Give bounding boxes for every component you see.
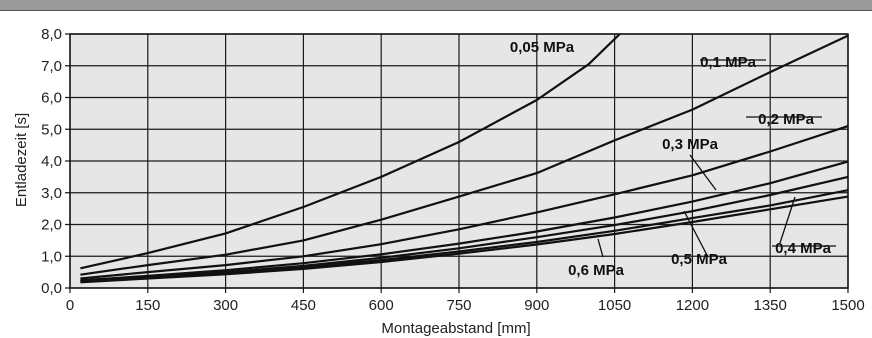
series-line-4	[80, 175, 849, 283]
x-tick-label: 1350	[754, 297, 787, 314]
x-tick-label: 900	[524, 297, 549, 314]
series-label-leader	[597, 238, 604, 258]
grid	[65, 33, 849, 293]
series-label-6: 0,6 MPa	[568, 262, 625, 279]
plot-frame	[69, 33, 849, 289]
y-tick-label: 1,0	[41, 248, 62, 265]
series-label-1: 0,1 MPa	[700, 54, 757, 71]
x-tick-label: 300	[213, 297, 238, 314]
y-tick-label: 7,0	[41, 58, 62, 75]
series-label-0: 0,05 MPa	[510, 39, 575, 56]
x-tick-label: 750	[446, 297, 471, 314]
series-label-leader	[683, 210, 709, 258]
x-axis-title: Montageabstand [mm]	[381, 320, 530, 337]
y-tick-label: 5,0	[41, 121, 62, 138]
x-tick-label: 450	[291, 297, 316, 314]
y-tick-label: 2,0	[41, 217, 62, 234]
x-tick-label: 1500	[831, 297, 864, 314]
top-border-strip	[0, 0, 872, 10]
y-tick-label: 4,0	[41, 153, 62, 170]
series-line-2	[80, 125, 849, 280]
series-label-3: 0,3 MPa	[662, 136, 719, 153]
series-line-3	[80, 160, 849, 282]
x-tick-label: 150	[135, 297, 160, 314]
y-tick-label: 0,0	[41, 280, 62, 297]
y-tick-label: 8,0	[41, 26, 62, 43]
series-line-1	[80, 34, 849, 276]
series-label-4: 0,4 MPa	[775, 240, 832, 257]
series-line-0	[80, 33, 621, 270]
tick-labels: 0 150 300 450 600 750 900 1050 1200 1350 1500 0,0 1,…	[41, 26, 865, 314]
y-axis-title: Entladezeit [s]	[13, 113, 30, 207]
y-tick-label: 3,0	[41, 185, 62, 202]
series-lines	[80, 33, 849, 284]
series-label-2: 0,2 MPa	[758, 111, 815, 128]
series-label-leader	[689, 154, 717, 191]
series-labels: 0,05 MPa 0,1 MPa 0,2 MPa 0,3 MPa 0,4 MPa 0,5 …	[510, 39, 836, 279]
x-tick-label: 1050	[598, 297, 631, 314]
x-tick-label: 0	[66, 297, 74, 314]
series-label-leader	[779, 196, 796, 244]
y-tick-label: 6,0	[41, 90, 62, 107]
series-label-5: 0,5 MPa	[671, 251, 728, 268]
series-line-6	[80, 195, 849, 284]
x-tick-label: 600	[369, 297, 394, 314]
x-tick-label: 1200	[676, 297, 709, 314]
